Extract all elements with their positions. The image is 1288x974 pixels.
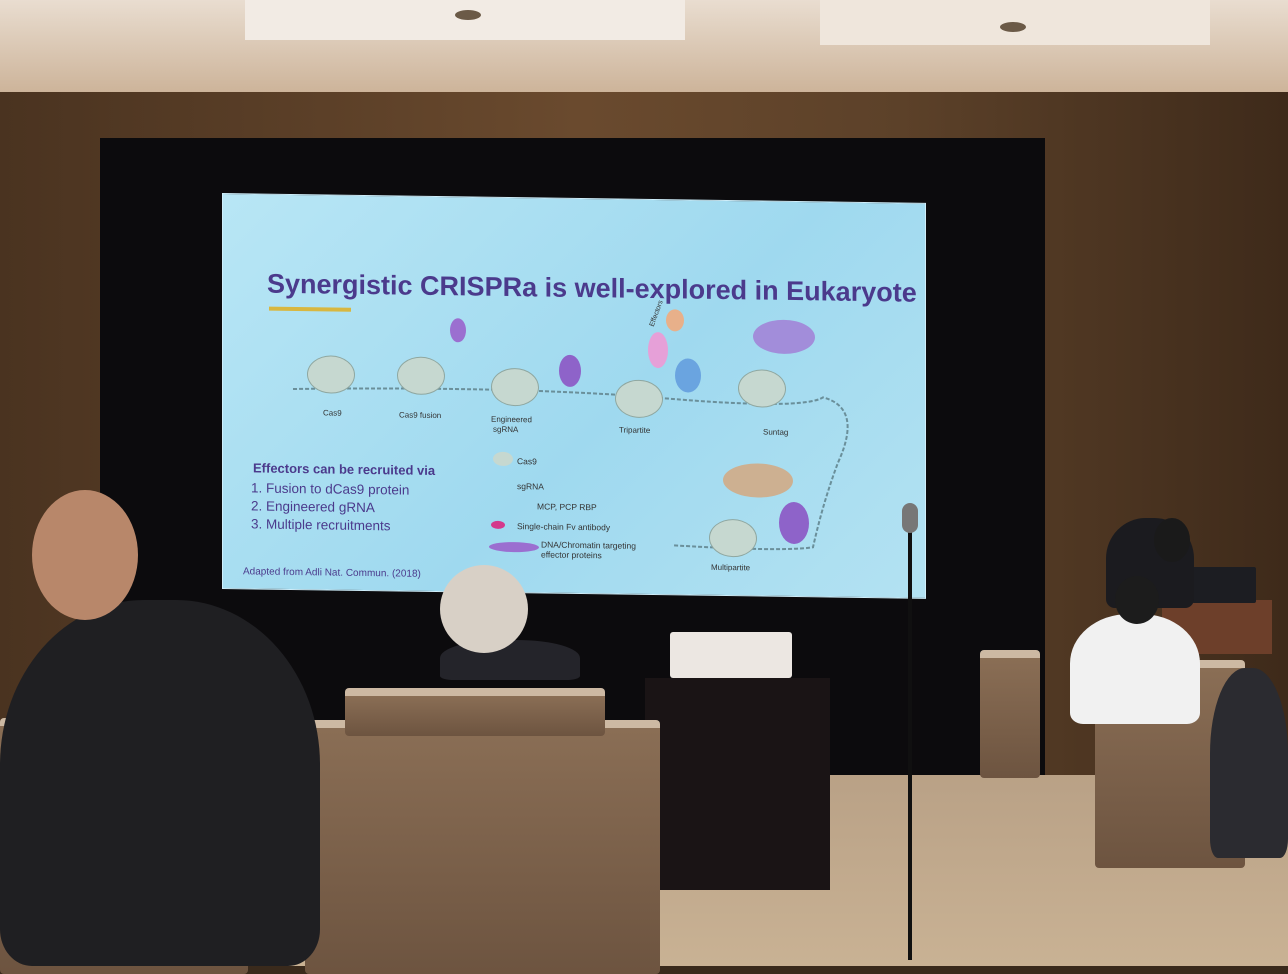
- label-cas9: Cas9: [323, 408, 342, 418]
- audience-member: [0, 600, 320, 966]
- ceiling-light: [1000, 22, 1026, 32]
- effector-stack: [675, 358, 701, 393]
- label-cas9-fusion: Cas9 fusion: [399, 410, 442, 421]
- legend-antibody: Single-chain Fv antibody: [517, 521, 611, 533]
- legend-mcp: MCP, PCP RBP: [537, 501, 597, 513]
- effector-top: [666, 309, 684, 332]
- effector-cluster: [723, 462, 793, 498]
- label-engineered: Engineered: [491, 414, 532, 425]
- microphone: [902, 503, 918, 533]
- label-sgrna: sgRNA: [493, 424, 519, 435]
- ceiling-panel: [245, 0, 685, 40]
- multipartite-complex: [709, 518, 757, 558]
- effector-tall: [648, 332, 668, 369]
- audience-member-head: [32, 490, 138, 620]
- speaker-head: [1154, 518, 1190, 562]
- legend-effector-line2: effector proteins: [541, 549, 602, 561]
- audience-chair: [980, 650, 1040, 778]
- tripartite-complex: [615, 379, 663, 419]
- legend-antibody-swatch: [491, 520, 505, 529]
- audience-member-head: [1115, 576, 1159, 624]
- engineered-complex: [491, 367, 539, 407]
- podium-laptop: [1192, 567, 1256, 603]
- effector-list-item: 2. Engineered gRNA: [251, 498, 375, 516]
- legend-cas9-swatch: [493, 451, 513, 467]
- effector-list-item: 3. Multiple recruitments: [251, 516, 391, 534]
- projector-table: [645, 678, 830, 890]
- effectors-heading: Effectors can be recruited via: [253, 460, 436, 478]
- effector-stack: [559, 354, 581, 388]
- cas9-fusion-complex: [397, 356, 445, 396]
- audience-member-head: [440, 565, 528, 653]
- ceiling-light: [455, 10, 481, 20]
- cas9-complex: [307, 355, 355, 394]
- legend-sgrna: sgRNA: [517, 481, 544, 492]
- effector-list-item: 1. Fusion to dCas9 protein: [251, 480, 410, 498]
- effector-fusion: [450, 318, 466, 343]
- dna-diagram: [292, 309, 849, 551]
- projector: [670, 632, 792, 678]
- label-suntag: Suntag: [763, 427, 789, 437]
- effector-stack: [779, 501, 809, 545]
- projection-screen: Synergistic CRISPRa is well-explored in …: [222, 193, 926, 599]
- label-tripartite: Tripartite: [619, 425, 651, 435]
- label-multipartite: Multipartite: [711, 562, 751, 573]
- audience-member: [1210, 668, 1288, 858]
- audience-chair: [345, 688, 605, 736]
- suntag-complex: [738, 369, 786, 408]
- effector-cluster: [753, 319, 815, 355]
- audience-member: [1070, 614, 1200, 724]
- legend-cas9: Cas9: [517, 456, 537, 467]
- audience-chair: [305, 720, 660, 974]
- mic-stand: [908, 520, 912, 960]
